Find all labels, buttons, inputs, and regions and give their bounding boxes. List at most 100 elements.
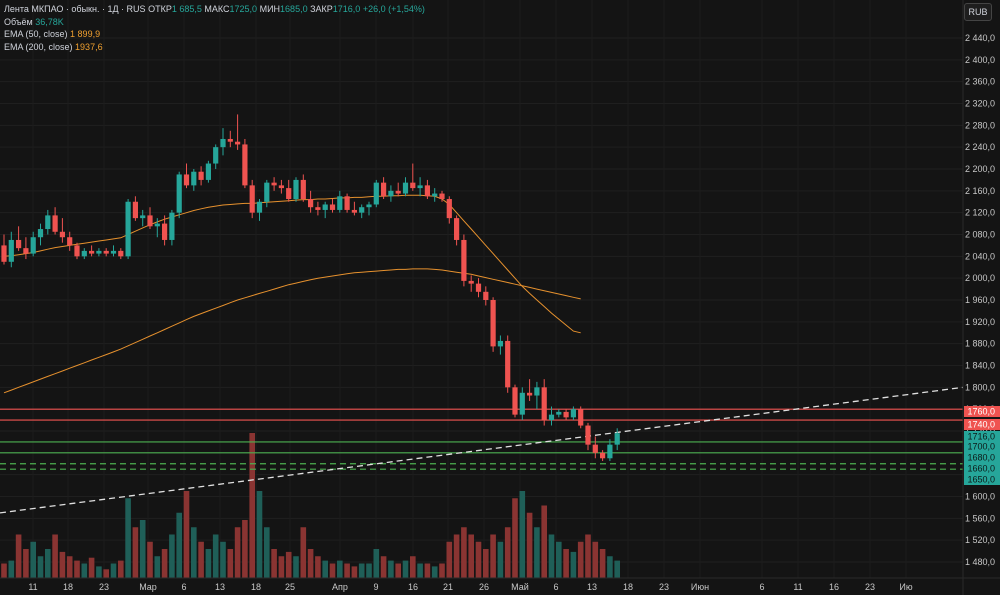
candle-body (527, 392, 533, 396)
candle-body (308, 199, 314, 208)
candles (1, 114, 620, 462)
volume-bar (563, 549, 569, 578)
price-tag-label: 1740,0 (967, 420, 995, 430)
symbol-title: Лента МКПАО · обыкн. · 1Д · RUS (4, 4, 146, 14)
x-tick-label: 25 (285, 582, 295, 592)
volume-bar (417, 563, 423, 578)
volume-bar (45, 549, 51, 578)
candle-body (556, 411, 562, 415)
x-tick-label: 23 (659, 582, 669, 592)
ema200-line (3, 268, 581, 394)
volume-bar (300, 527, 307, 578)
volume-bar (358, 563, 365, 578)
x-tick-label: 18 (63, 582, 73, 592)
volume-bar (475, 541, 482, 578)
candle-body (45, 215, 51, 230)
price-tag-label: 1680,0 (967, 453, 995, 463)
volume-bar (103, 569, 109, 578)
candle-body (424, 185, 430, 197)
candle-body (205, 163, 211, 180)
volume-bar (541, 505, 547, 578)
candle-body (147, 215, 153, 227)
volume-bar (526, 512, 533, 578)
open-label: ОТКР (148, 4, 172, 14)
price-tag-label: 1660,0 (967, 464, 995, 474)
y-tick-label: 1 520,0 (965, 535, 995, 545)
volume-bar (570, 551, 577, 578)
candle-body (337, 196, 343, 210)
candle-body (264, 182, 270, 202)
ema200-row[interactable]: EMA (200, close) 1937,6 (4, 41, 425, 54)
x-tick-label: 16 (408, 582, 418, 592)
candle-body (446, 199, 452, 219)
volume-bar (468, 534, 474, 578)
ema200-label: EMA (200, close) (4, 41, 73, 52)
y-tick-label: 2 360,0 (965, 77, 995, 87)
x-tick-label: 23 (99, 582, 109, 592)
candle-body (235, 141, 241, 145)
candle-body (103, 250, 109, 254)
candle-body (607, 444, 613, 459)
candle-body (395, 190, 401, 194)
volume-bar (88, 557, 95, 578)
price-tag-label: 1700,0 (967, 442, 995, 452)
candle-body (140, 215, 146, 219)
volume-bar (337, 560, 343, 578)
volume-bar (249, 433, 255, 578)
candle-body (227, 138, 233, 142)
candle-body (614, 433, 620, 445)
y-tick-label: 1 880,0 (965, 339, 995, 349)
trendline (0, 386, 964, 514)
volume-bar (81, 563, 88, 578)
candle-body (23, 248, 29, 254)
volume-bar (96, 566, 102, 578)
volume-bar (154, 556, 161, 578)
ema50-row[interactable]: EMA (50, close) 1 899,9 (4, 28, 425, 41)
volume-bar (497, 541, 504, 578)
candle-body (534, 387, 540, 396)
ohlc-row: Лента МКПАО · обыкн. · 1Д · RUS ОТКР1 68… (4, 3, 425, 16)
volume-bar (285, 551, 292, 578)
candle-body (381, 182, 387, 197)
x-tick-label: 26 (479, 582, 489, 592)
y-tick-label: 2 200,0 (965, 164, 995, 174)
volume-bar (37, 556, 44, 578)
price-tag-bg (964, 419, 1000, 430)
volume-bar (212, 534, 219, 578)
x-tick-label: 13 (215, 582, 225, 592)
candle-body (461, 239, 467, 281)
candle-body (417, 185, 423, 189)
volume-value: 36,78K (35, 16, 64, 27)
y-axis: 2 440,0 2 400,0 2 360,0 2 320,0 2 280,0 2 240… (965, 33, 995, 567)
volume-bar (161, 549, 168, 578)
volume-bar (585, 534, 591, 578)
x-tick-label: Май (511, 582, 529, 592)
candle-body (220, 138, 226, 148)
x-tick-label: 11 (793, 582, 802, 592)
candle-body (249, 185, 255, 213)
volume-bar (147, 541, 153, 578)
candle-body (519, 392, 525, 415)
volume-bar (256, 491, 263, 578)
volume-bar (402, 560, 409, 578)
volume-bar (461, 527, 467, 578)
trendline-path (0, 386, 964, 514)
volume-bar (242, 520, 248, 578)
volume-bar (59, 551, 66, 578)
candle-body (125, 201, 131, 257)
candle-body (256, 201, 263, 213)
y-tick-label: 1 560,0 (965, 513, 995, 523)
x-axis: 11 18 23 Мар 6 13 18 25 Апр 9 16 21 26 Май 6 13 18 23 Июн 6… (28, 582, 913, 592)
y-tick-label: 2 040,0 (965, 251, 995, 261)
chart-legend: Лента МКПАО · обыкн. · 1Д · RUS ОТКР1 68… (4, 3, 425, 53)
price-tag-bg (964, 406, 1000, 417)
change-value: +26,0 (+1,54%) (362, 4, 425, 14)
volume-bar (490, 534, 496, 578)
candle-body (74, 245, 80, 257)
volume-bar (534, 527, 540, 578)
volume-row[interactable]: Объём 36,78K (4, 16, 425, 29)
candle-body (512, 387, 518, 415)
volume-bar (176, 512, 182, 578)
currency-button[interactable]: RUB (964, 3, 992, 21)
